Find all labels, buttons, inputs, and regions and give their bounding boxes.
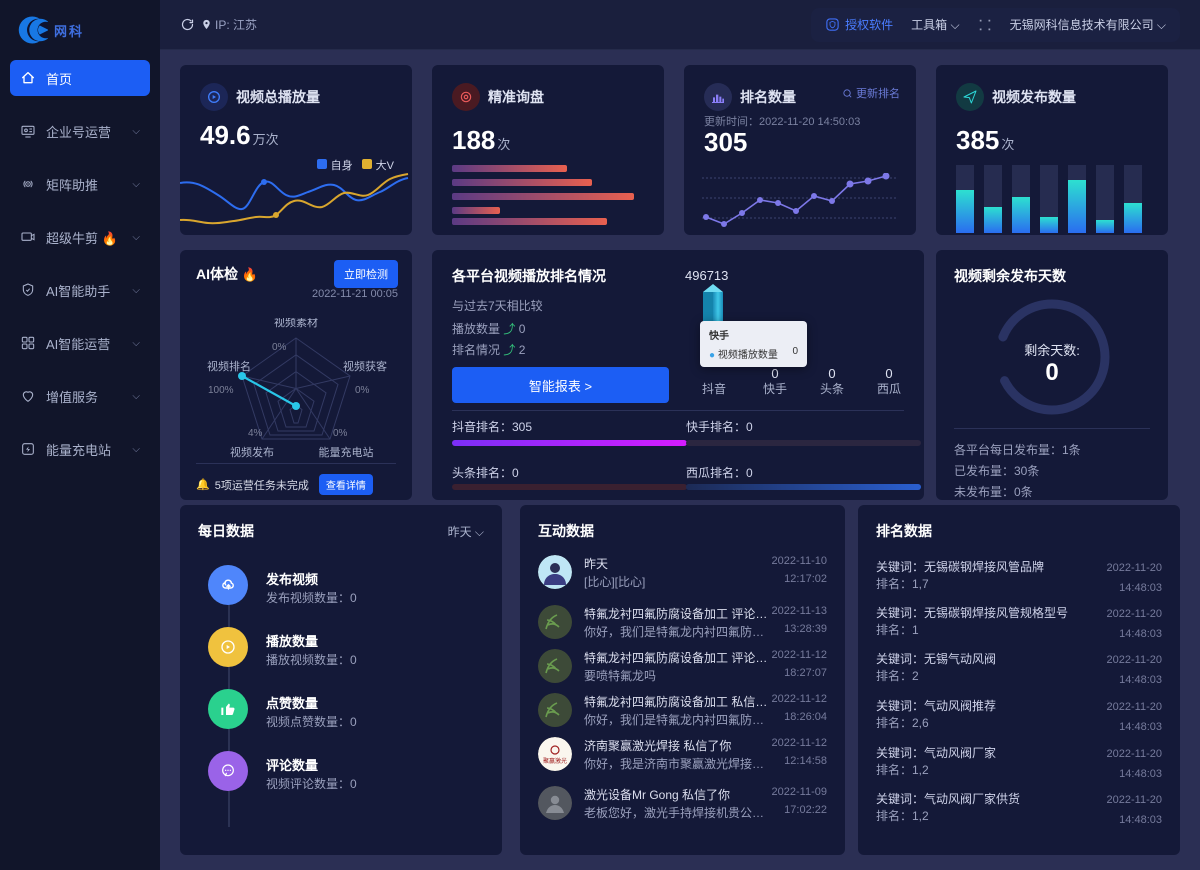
svg-text:视频发布: 视频发布: [230, 445, 274, 459]
svg-text:视频获客: 视频获客: [343, 359, 387, 373]
svg-text:能量充电站: 能量充电站: [319, 445, 374, 459]
svg-text:视频素材: 视频素材: [274, 318, 318, 329]
svg-text:聚赢激光: 聚赢激光: [543, 757, 567, 765]
svg-text:视频排名: 视频排名: [207, 359, 251, 373]
